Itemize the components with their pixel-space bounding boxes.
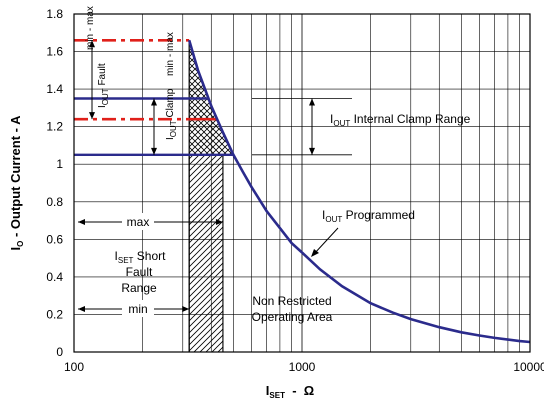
- internal-clamp-label-part-2: Internal Clamp Range: [350, 112, 470, 126]
- internal-clamp-label-part-0: I: [330, 112, 333, 126]
- programmed-label-part-0: I: [322, 208, 325, 222]
- x-tick-label-1: 1000: [289, 360, 316, 374]
- y-tick-label-0: 0: [56, 345, 63, 359]
- y-tick-label-1: 0.2: [46, 307, 63, 321]
- clamp-range-label-part-2: Clamp: [165, 88, 176, 120]
- y-tick-label-4: 0.8: [46, 195, 63, 209]
- y-tick-label-6: 1.2: [46, 120, 63, 134]
- fault-range-label-part-2: Fault: [97, 63, 108, 88]
- min-arrow-head-right: [182, 306, 190, 312]
- programmed-label-part-2: Programmed: [342, 208, 415, 222]
- y-axis-label-sub: O: [16, 241, 25, 247]
- y-axis-label-rest: - Output Current - A: [8, 115, 23, 241]
- fault-range-label: IOUT Fault: [97, 63, 110, 108]
- short-fault-range-hatch: [188, 154, 224, 353]
- y-tick-label-8: 1.6: [46, 45, 63, 59]
- short-fault-line1-part-1: SET: [118, 256, 134, 265]
- clamp-range-arrow-head-top: [151, 98, 157, 106]
- fault-regions: [188, 40, 234, 353]
- x-axis-label-main: I: [266, 383, 270, 398]
- max-label: max: [127, 215, 150, 229]
- clamp-range-label: IOUT Clamp: [165, 88, 178, 140]
- y-tick-label-7: 1.4: [46, 82, 63, 96]
- short-fault-line3: Range: [121, 281, 157, 295]
- clamp-range-label-part-0: I: [165, 137, 176, 140]
- max-label-bg: [122, 213, 154, 230]
- clamp-range-arrow-head-bottom: [151, 147, 157, 155]
- internal-clamp-arrow-head-bottom: [309, 147, 315, 155]
- curve-layer: [187, 39, 531, 344]
- fault-range-arrow-head-bottom: [89, 112, 95, 120]
- clamp-range-crosshatch: [189, 40, 234, 155]
- y-axis-label-main: I: [8, 247, 23, 251]
- programmed-leader-head: [311, 249, 319, 257]
- max-arrow-head-right: [215, 219, 223, 225]
- programmed-label: IOUT Programmed: [322, 208, 415, 224]
- plot-frame: [73, 13, 531, 353]
- min-label-bg: [122, 300, 154, 317]
- short-fault-line2: Fault: [126, 265, 153, 279]
- tick-labels: 0 0.2 0.4 0.6 0.8 1 1.2 1.4 1.6 1.8 100 1000 10000: [46, 7, 544, 374]
- programmed-label-part-1: OUT: [325, 215, 342, 224]
- short-fault-line1: ISET Short: [115, 249, 167, 265]
- non-restricted-line2: Operating Area: [252, 310, 333, 324]
- internal-clamp-label-part-1: OUT: [333, 119, 350, 128]
- fault-range-label-part-0: I: [97, 105, 108, 108]
- x-tick-label-2: 10000: [513, 360, 544, 374]
- fault-range-arrow-head-top: [89, 40, 95, 48]
- y-tick-label-3: 0.6: [46, 232, 63, 246]
- y-tick-label-5: 1: [56, 157, 63, 171]
- clamp-range-label-part-1: OUT: [169, 120, 178, 137]
- fault-range-label-part-1: OUT: [101, 88, 110, 105]
- programmed-leader: [313, 227, 339, 255]
- y-tick-label-2: 0.4: [46, 270, 63, 284]
- x-axis-label-sub: SET: [269, 391, 285, 400]
- x-tick-label-0: 100: [64, 360, 84, 374]
- non-restricted-line1: Non Restricted: [252, 294, 331, 308]
- clamp-range-minmax: min - max: [165, 32, 176, 76]
- min-arrow-head-left: [78, 306, 85, 312]
- min-label: min: [128, 302, 147, 316]
- short-fault-line1-part-0: I: [115, 249, 118, 263]
- max-arrow-head-left: [78, 219, 85, 225]
- fault-range-minmax: min - max: [85, 6, 96, 50]
- internal-clamp-arrow-head-top: [309, 98, 315, 106]
- y-tick-label-9: 1.8: [46, 7, 63, 21]
- x-axis-label-rest: - Ω: [285, 383, 314, 398]
- short-fault-line1-part-2: Short: [133, 249, 166, 263]
- x-axis-label: ISET - Ω: [266, 383, 314, 400]
- y-axis-label: IO - Output Current - A: [8, 115, 25, 251]
- internal-clamp-label: IOUT Internal Clamp Range: [330, 112, 471, 128]
- iout-programmed-curve: [187, 39, 531, 344]
- grid: [74, 14, 530, 352]
